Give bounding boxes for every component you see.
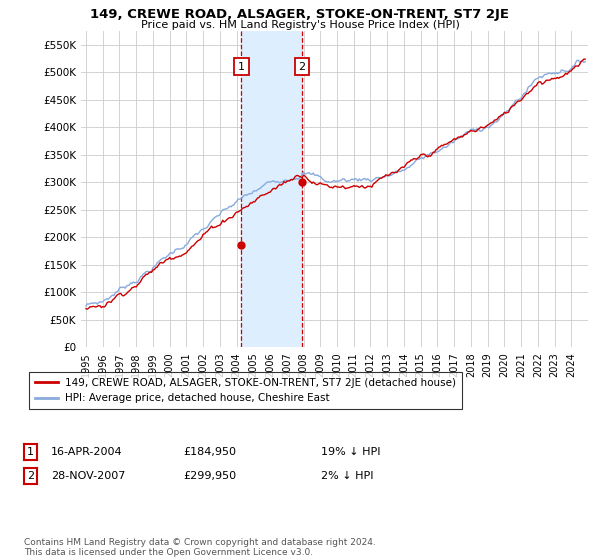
Text: 2% ↓ HPI: 2% ↓ HPI: [321, 471, 373, 481]
Text: 28-NOV-2007: 28-NOV-2007: [51, 471, 125, 481]
Text: £184,950: £184,950: [183, 447, 236, 457]
Text: Contains HM Land Registry data © Crown copyright and database right 2024.
This d: Contains HM Land Registry data © Crown c…: [24, 538, 376, 557]
Text: 149, CREWE ROAD, ALSAGER, STOKE-ON-TRENT, ST7 2JE: 149, CREWE ROAD, ALSAGER, STOKE-ON-TRENT…: [91, 8, 509, 21]
Text: Price paid vs. HM Land Registry's House Price Index (HPI): Price paid vs. HM Land Registry's House …: [140, 20, 460, 30]
Text: 2: 2: [27, 471, 34, 481]
Bar: [241, 31, 302, 347]
Text: 19% ↓ HPI: 19% ↓ HPI: [321, 447, 380, 457]
Text: £299,950: £299,950: [183, 471, 236, 481]
Text: 1: 1: [238, 62, 245, 72]
Legend: 149, CREWE ROAD, ALSAGER, STOKE-ON-TRENT, ST7 2JE (detached house), HPI: Average: 149, CREWE ROAD, ALSAGER, STOKE-ON-TRENT…: [29, 372, 462, 409]
Text: 2: 2: [298, 62, 305, 72]
Text: 16-APR-2004: 16-APR-2004: [51, 447, 122, 457]
Text: 1: 1: [27, 447, 34, 457]
